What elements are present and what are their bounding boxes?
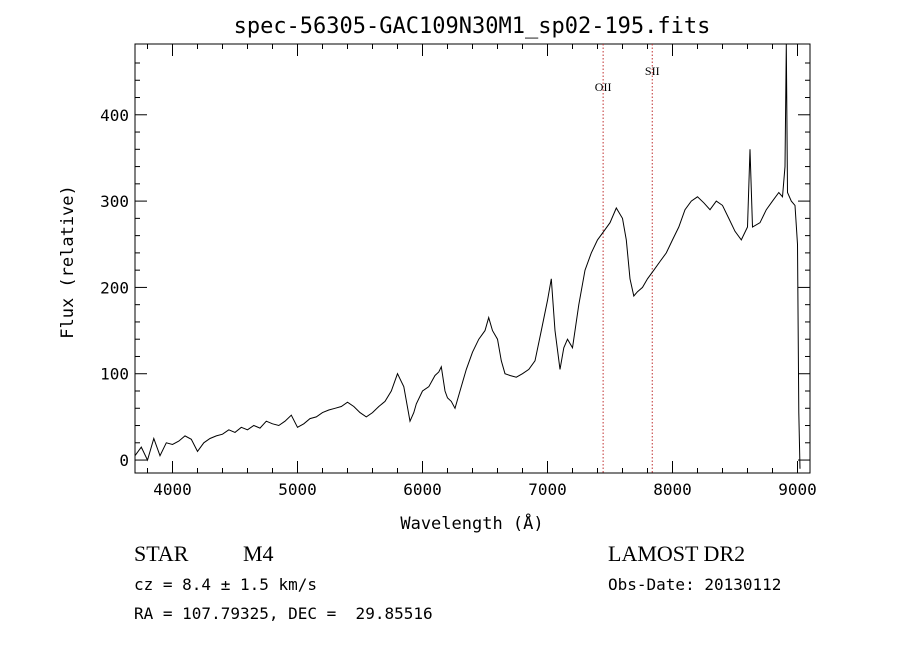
y-tick-label: 0: [119, 451, 129, 470]
x-axis-ticks: 4000 5000 6000 7000 8000 9000: [147, 44, 817, 499]
x-axis-label: Wavelength (Å): [400, 512, 543, 534]
subclass-label: M4: [243, 541, 274, 566]
y-axis-label: Flux (relative): [58, 185, 78, 339]
chart-title: spec-56305-GAC109N30M1_sp02-195.fits: [234, 14, 711, 39]
x-tick-label: 4000: [153, 480, 192, 499]
emission-line-markers: OII SII: [595, 44, 660, 473]
emission-line-label: SII: [645, 64, 660, 78]
plot-frame: [134, 43, 811, 474]
y-tick-label: 200: [100, 278, 129, 297]
x-tick-label: 7000: [528, 480, 567, 499]
spectrum-line: [134, 43, 801, 469]
x-tick-label: 8000: [653, 480, 692, 499]
y-tick-label: 400: [100, 106, 129, 125]
obs-date-label: Obs-Date: 20130112: [608, 575, 782, 594]
y-tick-label: 100: [100, 365, 129, 384]
y-axis-ticks: 0 100 200 300 400: [100, 62, 810, 470]
redshift-label: cz = 8.4 ± 1.5 km/s: [134, 575, 318, 594]
coordinates-label: RA = 107.79325, DEC = 29.85516: [134, 604, 433, 623]
x-tick-label: 9000: [778, 480, 817, 499]
emission-line-label: OII: [595, 80, 612, 94]
survey-label: LAMOST DR2: [608, 541, 746, 566]
x-tick-label: 5000: [278, 480, 317, 499]
object-type-label: STAR: [134, 541, 189, 566]
y-tick-label: 300: [100, 192, 129, 211]
x-tick-label: 6000: [403, 480, 442, 499]
